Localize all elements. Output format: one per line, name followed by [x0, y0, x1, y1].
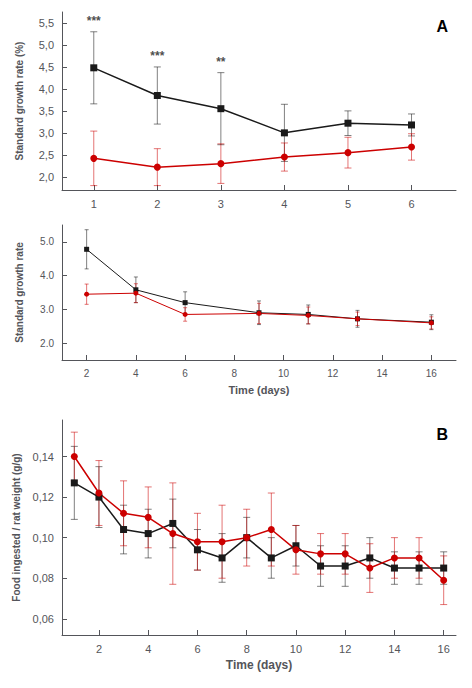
svg-text:2: 2: [84, 368, 90, 379]
svg-text:16: 16: [426, 368, 438, 379]
svg-text:2: 2: [96, 643, 102, 655]
svg-text:6: 6: [408, 198, 414, 210]
svg-text:3.0: 3.0: [40, 304, 54, 315]
svg-text:2.0: 2.0: [40, 338, 54, 349]
svg-text:0,14: 0,14: [33, 451, 54, 463]
svg-text:Standard growth rate (%): Standard growth rate (%): [14, 42, 25, 161]
svg-text:6: 6: [182, 368, 188, 379]
svg-text:***: ***: [150, 49, 164, 63]
svg-text:Food ingested / rat weight (g/: Food ingested / rat weight (g/g): [11, 453, 22, 601]
svg-text:6: 6: [194, 643, 200, 655]
svg-text:**: **: [216, 55, 226, 69]
svg-text:5.0: 5.0: [40, 236, 54, 247]
svg-text:14: 14: [388, 643, 400, 655]
svg-text:2: 2: [154, 198, 160, 210]
svg-text:4: 4: [281, 198, 287, 210]
svg-text:1: 1: [91, 198, 97, 210]
svg-text:0,10: 0,10: [33, 532, 54, 544]
svg-text:8: 8: [244, 643, 250, 655]
svg-text:Time (days): Time (days): [226, 658, 292, 672]
svg-text:A: A: [436, 18, 448, 35]
svg-text:12: 12: [327, 368, 339, 379]
svg-text:3: 3: [218, 198, 224, 210]
svg-text:14: 14: [377, 368, 389, 379]
svg-text:Time (days): Time (days): [229, 384, 290, 396]
svg-text:2,0: 2,0: [39, 171, 54, 183]
svg-text:4: 4: [145, 643, 151, 655]
svg-text:16: 16: [438, 643, 450, 655]
svg-text:12: 12: [339, 643, 351, 655]
svg-text:5: 5: [345, 198, 351, 210]
svg-text:8: 8: [232, 368, 238, 379]
svg-text:2,5: 2,5: [39, 149, 54, 161]
svg-text:***: ***: [87, 14, 101, 28]
svg-text:0,12: 0,12: [33, 491, 54, 503]
svg-text:0,06: 0,06: [33, 613, 54, 625]
svg-text:4,0: 4,0: [39, 83, 54, 95]
svg-text:4.0: 4.0: [40, 270, 54, 281]
svg-text:5,5: 5,5: [39, 17, 54, 29]
svg-text:4,5: 4,5: [39, 61, 54, 73]
svg-text:0,08: 0,08: [33, 572, 54, 584]
svg-text:5,0: 5,0: [39, 39, 54, 51]
svg-text:3,5: 3,5: [39, 105, 54, 117]
svg-text:4: 4: [133, 368, 139, 379]
svg-text:10: 10: [278, 368, 290, 379]
svg-text:3,0: 3,0: [39, 127, 54, 139]
svg-text:Standard growth rate: Standard growth rate: [14, 242, 25, 343]
svg-text:B: B: [436, 426, 448, 443]
svg-text:10: 10: [290, 643, 302, 655]
